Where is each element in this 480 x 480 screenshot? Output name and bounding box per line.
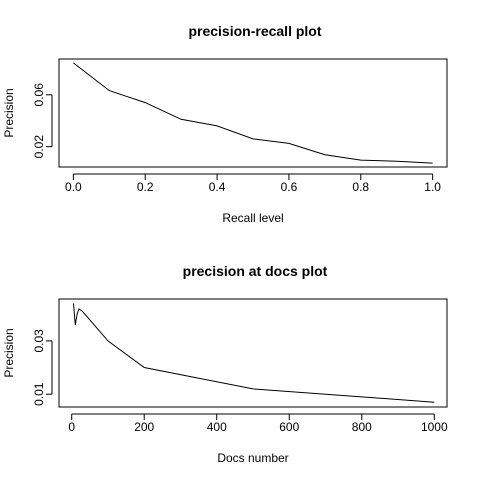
y-tick-label: 0.02 <box>32 135 46 159</box>
chart-panel-2: precision at docs plot 0 200 400 600 800 1000 D… <box>2 263 448 465</box>
x-tick-label: 1000 <box>421 420 448 434</box>
chart-title: precision-recall plot <box>188 23 321 39</box>
chart-panel-1: precision-recall plot 0.0 0.2 0.4 0.6 0.8 1.0 R… <box>2 23 448 225</box>
x-tick-label: 0.6 <box>281 180 298 194</box>
y-axis-label: Precision <box>2 88 16 137</box>
chart-title: precision at docs plot <box>183 263 328 279</box>
plot-frame <box>58 298 448 408</box>
x-tick-label: 200 <box>134 420 154 434</box>
x-tick-label: 1.0 <box>424 180 441 194</box>
x-tick-label: 0.2 <box>137 180 154 194</box>
x-tick-label: 0.4 <box>209 180 226 194</box>
y-tick-label: 0.01 <box>32 382 46 406</box>
series-line <box>73 303 435 403</box>
x-tick-label: 400 <box>207 420 227 434</box>
plot-frame <box>58 58 448 168</box>
y-tick-label: 0.06 <box>32 83 46 107</box>
x-tick-label: 600 <box>279 420 299 434</box>
y-axis-label: Precision <box>2 328 16 377</box>
x-tick-label: 0.0 <box>65 180 82 194</box>
x-axis-label: Recall level <box>222 211 283 225</box>
x-tick-label: 0 <box>68 420 75 434</box>
x-tick-label: 0.8 <box>352 180 369 194</box>
x-tick-label: 800 <box>352 420 372 434</box>
y-tick-label: 0.03 <box>32 329 46 353</box>
series-line <box>73 62 433 164</box>
x-axis-label: Docs number <box>217 451 288 465</box>
